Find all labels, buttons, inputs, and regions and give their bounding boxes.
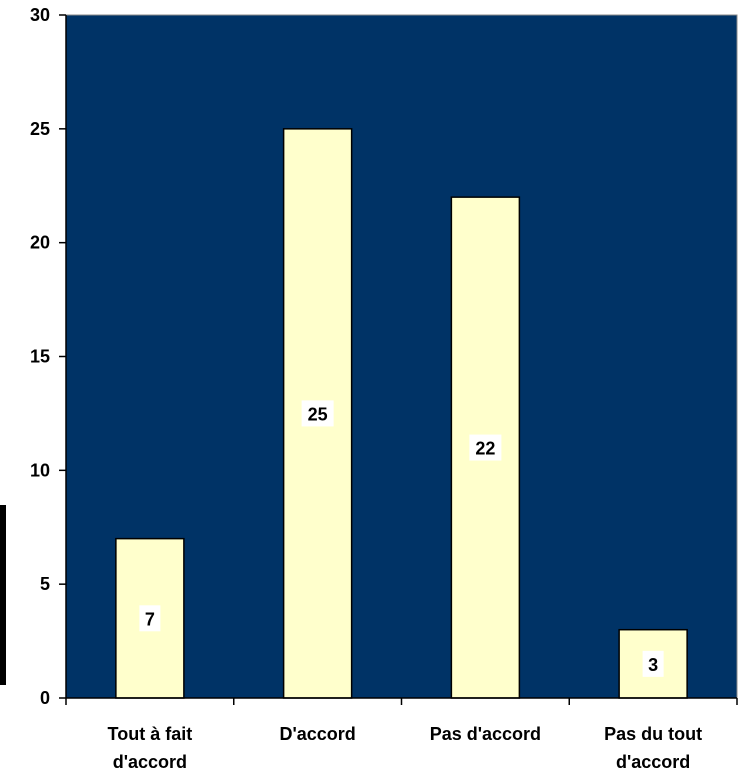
y-tick-label: 15 (30, 347, 50, 367)
data-label-box (139, 605, 161, 632)
x-category-label: Tout à fait d'accord (108, 724, 193, 772)
left-edge-bar (0, 505, 6, 685)
data-label-2: 25 (308, 404, 328, 424)
y-tick-label: 0 (40, 688, 50, 708)
y-tick-label: 25 (30, 119, 50, 139)
y-axis-ticks: 0 5 10 15 20 25 30 (30, 5, 66, 708)
data-labels-group: 7 25 22 3 (139, 400, 664, 677)
data-label-box (301, 400, 334, 427)
bar-2 (282, 128, 353, 699)
x-axis-ticks: Tout à fait d'accord D'accord Pas d'accord P… (65, 698, 738, 772)
data-label-box (469, 434, 502, 461)
data-label-1: 7 (145, 609, 155, 629)
y-tick-label: 30 (30, 5, 50, 25)
data-label-4: 3 (648, 655, 658, 675)
y-tick-label: 20 (30, 233, 50, 253)
y-tick-label: 10 (30, 460, 50, 480)
data-label-3: 22 (475, 439, 495, 459)
x-category-label: Pas du tout d'accord (604, 724, 702, 772)
x-category-label: Pas d'accord (430, 724, 541, 744)
x-category-label: D'accord (279, 724, 355, 744)
y-tick-label: 5 (40, 574, 50, 594)
data-label-box (642, 650, 664, 677)
